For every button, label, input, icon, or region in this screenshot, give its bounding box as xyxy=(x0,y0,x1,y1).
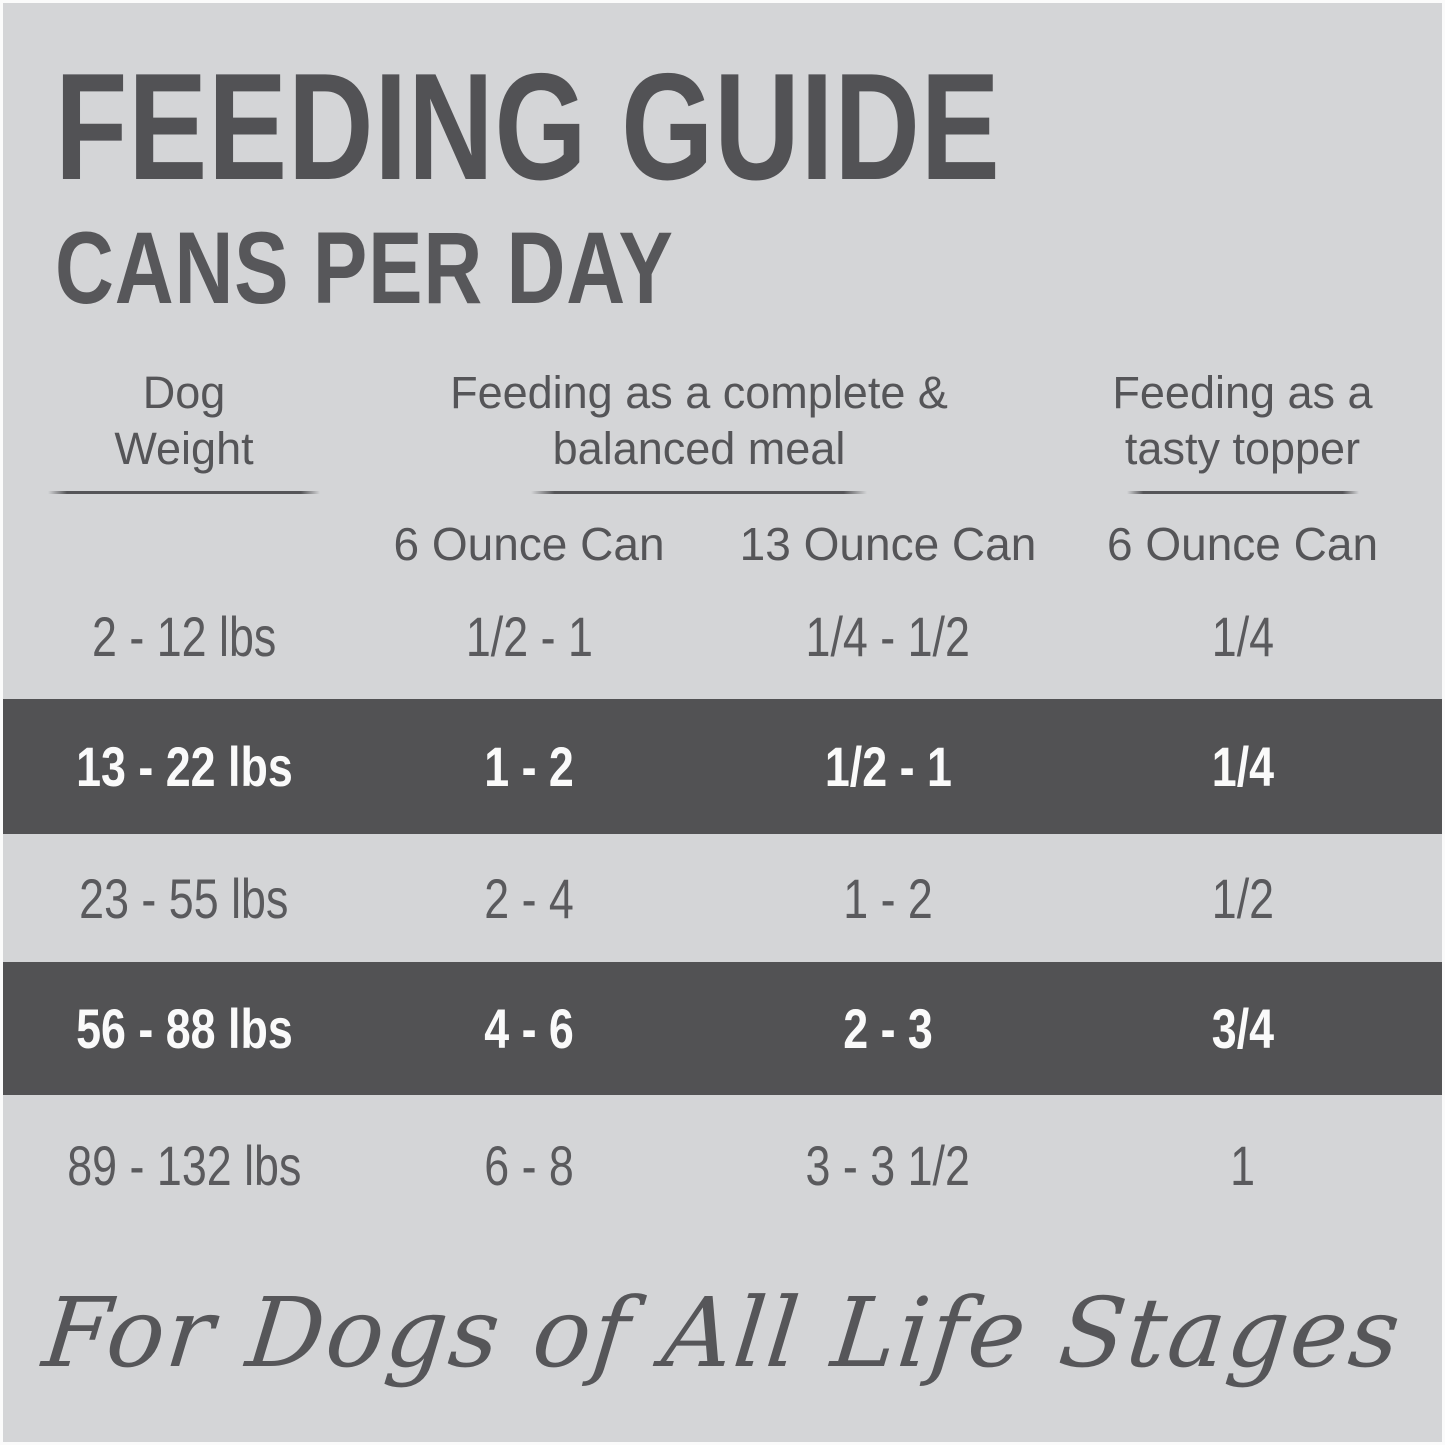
header-tasty-topper-label: Feeding as a tasty topper xyxy=(1112,367,1373,474)
meal-13oz-cell: 1 - 2 xyxy=(693,866,1083,931)
subheader-meal-13oz: 13 Ounce Can xyxy=(739,518,1037,570)
meal-13oz-value: 1 - 2 xyxy=(843,866,933,930)
header-tasty-topper: Feeding as a tasty topper xyxy=(1083,365,1442,494)
header-underline xyxy=(531,491,867,494)
meal-13oz-value: 1/2 - 1 xyxy=(824,735,952,798)
meal-13oz-cell: 1/2 - 1 xyxy=(693,734,1083,799)
table-row: 2 - 12 lbs 1/2 - 1 1/4 - 1/2 1/4 xyxy=(3,573,1442,699)
meal-6oz-value: 1/2 - 1 xyxy=(465,604,593,668)
topper-6oz-value: 1/4 xyxy=(1211,604,1274,668)
topper-6oz-value: 1/2 xyxy=(1211,866,1274,930)
subheader-topper-6oz: 6 Ounce Can xyxy=(1106,518,1379,570)
footer-script-text: For Dogs of All Life Stages xyxy=(38,1277,1407,1389)
table-row-highlighted: 13 - 22 lbs 1 - 2 1/2 - 1 1/4 xyxy=(3,699,1442,834)
meal-6oz-value: 1 - 2 xyxy=(484,735,574,798)
meal-13oz-value: 2 - 3 xyxy=(843,997,933,1060)
header-dog-weight-label: Dog Weight xyxy=(114,367,254,474)
topper-6oz-cell: 1/4 xyxy=(1083,604,1442,669)
footer: For Dogs of All Life Stages xyxy=(3,1277,1442,1389)
meal-13oz-cell: 3 - 3 1/2 xyxy=(693,1133,1083,1198)
topper-6oz-cell: 1 xyxy=(1083,1133,1442,1198)
header-complete-meal: Feeding as a complete & balanced meal xyxy=(365,365,1083,494)
table-subheader-row: 6 Ounce Can 13 Ounce Can 6 Ounce Can xyxy=(3,516,1442,573)
meal-13oz-value: 3 - 3 1/2 xyxy=(805,1133,971,1197)
topper-6oz-value: 3/4 xyxy=(1211,997,1274,1060)
meal-13oz-cell: 2 - 3 xyxy=(693,996,1083,1061)
header-complete-meal-label: Feeding as a complete & balanced meal xyxy=(450,367,948,474)
weight-cell: 13 - 22 lbs xyxy=(3,734,365,799)
header-dog-weight: Dog Weight xyxy=(3,365,365,494)
weight-value: 13 - 22 lbs xyxy=(75,735,293,798)
weight-cell: 89 - 132 lbs xyxy=(3,1133,365,1198)
meal-6oz-cell: 6 - 8 xyxy=(365,1133,693,1198)
meal-6oz-cell: 1/2 - 1 xyxy=(365,604,693,669)
table-row: 89 - 132 lbs 6 - 8 3 - 3 1/2 1 xyxy=(3,1095,1442,1235)
meal-13oz-cell: 1/4 - 1/2 xyxy=(693,604,1083,669)
header-underline xyxy=(1126,491,1359,494)
weight-cell: 56 - 88 lbs xyxy=(3,996,365,1061)
meal-6oz-cell: 4 - 6 xyxy=(365,996,693,1061)
page-subtitle: CANS PER DAY xyxy=(55,211,674,325)
meal-6oz-value: 4 - 6 xyxy=(484,997,574,1060)
topper-6oz-cell: 3/4 xyxy=(1083,996,1442,1061)
weight-value: 89 - 132 lbs xyxy=(66,1133,302,1197)
topper-6oz-value: 1/4 xyxy=(1211,735,1274,798)
subheader-empty xyxy=(3,516,365,573)
topper-6oz-cell: 1/4 xyxy=(1083,734,1442,799)
weight-value: 23 - 55 lbs xyxy=(79,866,289,930)
meal-6oz-cell: 2 - 4 xyxy=(365,866,693,931)
weight-cell: 2 - 12 lbs xyxy=(3,604,365,669)
meal-13oz-value: 1/4 - 1/2 xyxy=(805,604,971,668)
table-header-row: Dog Weight Feeding as a complete & balan… xyxy=(3,365,1442,494)
header-underline xyxy=(48,491,320,494)
meal-6oz-value: 2 - 4 xyxy=(484,866,574,930)
weight-value: 56 - 88 lbs xyxy=(75,997,293,1060)
meal-6oz-value: 6 - 8 xyxy=(484,1133,574,1197)
subheader-meal-6oz: 6 Ounce Can xyxy=(393,518,665,570)
page-title: FEEDING GUIDE xyxy=(55,42,1001,212)
meal-6oz-cell: 1 - 2 xyxy=(365,734,693,799)
topper-6oz-value: 1 xyxy=(1230,1133,1255,1197)
topper-6oz-cell: 1/2 xyxy=(1083,866,1442,931)
weight-value: 2 - 12 lbs xyxy=(91,604,277,668)
table-row: 23 - 55 lbs 2 - 4 1 - 2 1/2 xyxy=(3,834,1442,962)
table-row-highlighted: 56 - 88 lbs 4 - 6 2 - 3 3/4 xyxy=(3,962,1442,1095)
weight-cell: 23 - 55 lbs xyxy=(3,866,365,931)
